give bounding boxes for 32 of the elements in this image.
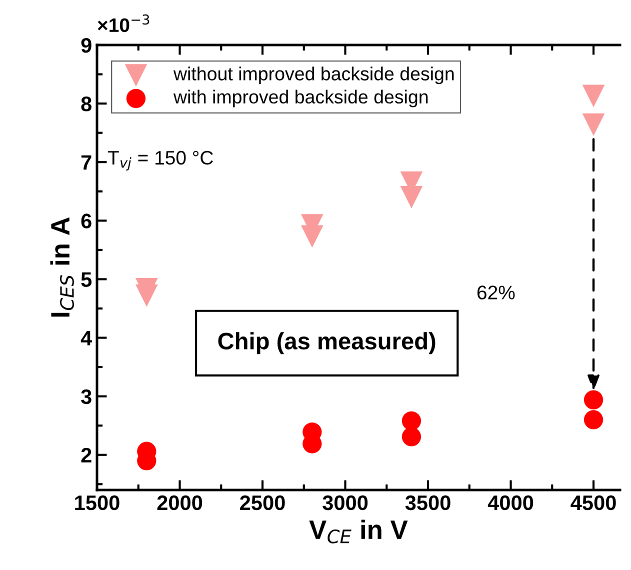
y-tick-label: 9 <box>81 38 92 53</box>
y-tick-label: 6 <box>81 214 92 228</box>
y-tick-label: 7 <box>81 155 92 170</box>
x-tick-label: 4500 <box>570 495 616 510</box>
point <box>584 390 604 410</box>
point <box>402 427 422 446</box>
point <box>582 113 605 136</box>
point <box>582 84 605 108</box>
x-tick-label: 4000 <box>488 495 534 510</box>
y-tick-label: 8 <box>81 96 92 112</box>
x-tick-label: 1500 <box>75 495 120 510</box>
y-axis-title: I$_{CES}$ in A <box>50 217 74 317</box>
point <box>300 225 324 248</box>
legend-label: without improved backside design <box>173 66 454 84</box>
y-tick-label: 3 <box>81 389 92 404</box>
x-tick-label: 3000 <box>322 495 368 510</box>
annotation: 62% <box>477 286 515 300</box>
annotation: T$_{vj}$ = 150 °C <box>108 150 213 170</box>
point <box>584 410 604 430</box>
point <box>400 186 423 208</box>
y-tick-label: 2 <box>81 448 92 462</box>
y-tick-label: 4 <box>80 330 92 346</box>
point <box>135 284 158 307</box>
x-tick-label: 3500 <box>405 495 450 510</box>
annotation: Chip (as measured) <box>218 332 436 354</box>
x-tick-label: 2500 <box>240 495 285 510</box>
y-tick-label: 5 <box>81 272 92 287</box>
x-tick-label: 2000 <box>157 495 202 510</box>
legend-label: with improved backside design <box>173 90 428 108</box>
x-axis-title: V$_{CE}$ in V <box>309 520 408 544</box>
point <box>402 411 422 430</box>
text: ×10$^{−3}$ <box>98 14 150 32</box>
